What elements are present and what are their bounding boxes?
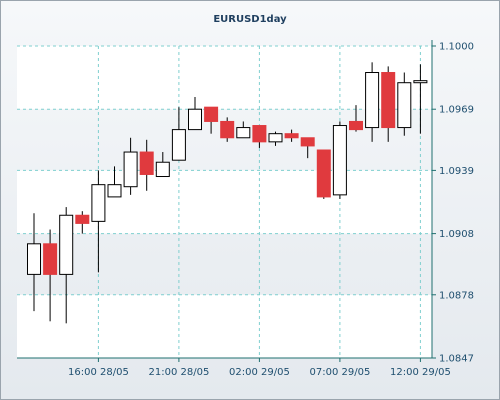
candle — [139, 139, 154, 191]
candle-body-up — [236, 127, 251, 139]
candle-body-up — [91, 184, 106, 222]
candle-body-down — [316, 149, 331, 198]
candle — [171, 107, 186, 161]
candle-body-down — [75, 214, 90, 224]
candle-body-down — [204, 106, 219, 122]
y-axis-labels: 1.1000 1.0969 1.0939 1.0908 1.0878 1.0847 — [439, 42, 474, 365]
candle — [75, 211, 90, 234]
chart-title: EURUSD1day — [213, 14, 287, 25]
candle — [107, 166, 122, 198]
candle-body-up — [123, 151, 138, 188]
candle-body-down — [349, 120, 363, 131]
candle-body-up — [171, 129, 186, 161]
candle — [316, 149, 331, 199]
candle-body-up — [397, 82, 412, 129]
candle — [204, 106, 219, 134]
candle-body-down — [252, 125, 267, 143]
candle — [332, 121, 347, 199]
candle-body-up — [413, 80, 428, 84]
plot-band — [17, 294, 432, 358]
candle — [123, 137, 138, 195]
x-tick-label: 07:00 29/05 — [309, 367, 370, 378]
candle — [43, 229, 58, 322]
candle-body-up — [107, 184, 122, 198]
axes — [17, 40, 436, 362]
candle — [220, 117, 235, 142]
candle-body-up — [188, 108, 202, 131]
x-tick-label: 21:00 28/05 — [148, 367, 209, 378]
candle — [59, 207, 74, 324]
y-tick-label: 1.0969 — [439, 105, 474, 116]
candle-body-up — [365, 72, 380, 129]
candle-body-down — [43, 243, 58, 275]
candles — [27, 62, 428, 324]
y-tick-label: 1.0847 — [439, 354, 474, 365]
plot-band — [17, 46, 432, 110]
plot-bands — [17, 46, 432, 358]
candle-body-up — [155, 161, 170, 178]
candle — [252, 125, 267, 148]
x-axis-labels: 16:00 28/05 21:00 28/05 02:00 29/05 07:00 2… — [68, 367, 451, 378]
candle-body-down — [139, 151, 154, 175]
candle — [413, 64, 428, 134]
y-tick-label: 1.0878 — [439, 290, 474, 301]
candle — [381, 66, 396, 142]
candle-body-up — [268, 133, 283, 143]
candle-body-up — [59, 214, 74, 275]
candle — [155, 152, 170, 178]
candle-body-up — [27, 243, 41, 275]
x-tick-label: 02:00 29/05 — [229, 367, 290, 378]
candle — [236, 121, 251, 139]
candle — [365, 62, 380, 142]
candle-body-down — [220, 120, 235, 139]
y-tick-label: 1.1000 — [439, 42, 474, 53]
candle — [268, 131, 283, 146]
candle-body-down — [284, 133, 299, 139]
candle-body-down — [300, 137, 315, 147]
x-tick-label: 12:00 29/05 — [390, 367, 451, 378]
candle — [300, 137, 315, 159]
candle — [188, 96, 202, 131]
candle — [27, 213, 41, 312]
candle-body-down — [381, 72, 396, 129]
candle — [397, 72, 412, 136]
candle-body-up — [332, 125, 347, 196]
candle — [349, 105, 363, 132]
y-tick-label: 1.0939 — [439, 166, 474, 177]
candle — [284, 129, 299, 142]
candle — [91, 170, 106, 273]
x-tick-label: 16:00 28/05 — [68, 367, 129, 378]
plot-band — [17, 170, 432, 234]
y-tick-label: 1.0908 — [439, 229, 474, 240]
